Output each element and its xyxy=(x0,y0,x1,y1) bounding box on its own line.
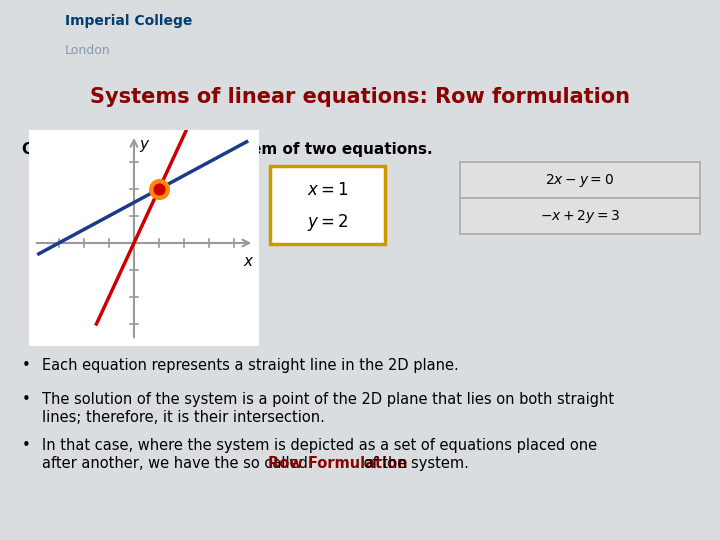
Text: Systems of linear equations: Row formulation: Systems of linear equations: Row formula… xyxy=(90,87,630,107)
Text: •: • xyxy=(22,358,31,373)
Text: $y$: $y$ xyxy=(140,138,151,154)
FancyBboxPatch shape xyxy=(460,162,700,198)
Text: lines; therefore, it is their intersection.: lines; therefore, it is their intersecti… xyxy=(42,410,325,425)
Text: •: • xyxy=(22,392,31,407)
Point xyxy=(153,185,165,193)
Text: $y = 2$: $y = 2$ xyxy=(307,212,348,233)
Text: Consider the previous system of two equations.: Consider the previous system of two equa… xyxy=(22,142,433,157)
FancyBboxPatch shape xyxy=(460,198,700,234)
Text: Each equation represents a straight line in the 2D plane.: Each equation represents a straight line… xyxy=(42,358,459,373)
Text: London: London xyxy=(65,44,111,57)
Text: $x = 1$: $x = 1$ xyxy=(307,181,348,199)
Text: after another, we have the so called: after another, we have the so called xyxy=(42,456,312,471)
Text: Imperial College: Imperial College xyxy=(65,14,192,28)
Text: $-x + 2y = 3$: $-x + 2y = 3$ xyxy=(540,208,621,225)
Text: $2x - y = 0$: $2x - y = 0$ xyxy=(546,172,615,188)
Text: $x$: $x$ xyxy=(243,254,255,269)
FancyBboxPatch shape xyxy=(270,166,385,244)
Point xyxy=(153,185,165,193)
Text: In that case, where the system is depicted as a set of equations placed one: In that case, where the system is depict… xyxy=(42,438,597,453)
Text: of the system.: of the system. xyxy=(359,456,469,471)
Text: •: • xyxy=(22,438,31,453)
Text: The solution of the system is a point of the 2D plane that lies on both straight: The solution of the system is a point of… xyxy=(42,392,614,407)
Text: Row Formulation: Row Formulation xyxy=(268,456,408,471)
